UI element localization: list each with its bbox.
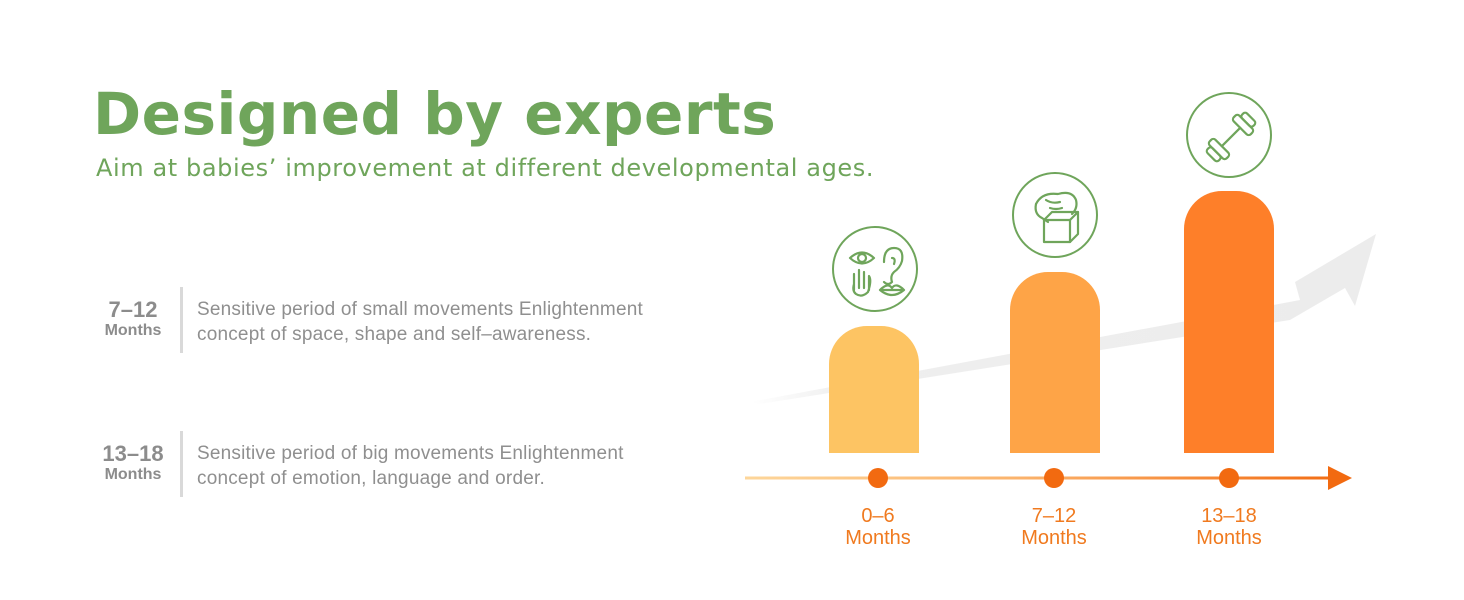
- stage-range: 13–18: [1201, 505, 1257, 527]
- period-description: Sensitive period of small movements Enli…: [197, 297, 757, 347]
- stage-label-13-18: 13–18 Months: [1169, 505, 1289, 549]
- period-description: Sensitive period of big movements Enligh…: [197, 441, 757, 491]
- period-divider: [180, 287, 183, 353]
- stage-unit: Months: [1021, 527, 1087, 549]
- dumbbell-icon: [1186, 92, 1272, 178]
- timeline-dot-0-6: [868, 468, 888, 488]
- period-age-unit: Months: [104, 322, 162, 339]
- period-description-line2: concept of space, shape and self–awarene…: [197, 324, 592, 345]
- axis-arrowhead: [1328, 466, 1352, 490]
- stage-unit: Months: [1196, 527, 1262, 549]
- period-age: 13–18 Months: [92, 443, 174, 483]
- timeline-dot-7-12: [1044, 468, 1064, 488]
- period-age: 7–12 Months: [92, 299, 174, 339]
- stage-label-0-6: 0–6 Months: [818, 505, 938, 549]
- stage-label-7-12: 7–12 Months: [994, 505, 1114, 549]
- bar-7-12-months: [1010, 272, 1100, 453]
- stage-unit: Months: [845, 527, 911, 549]
- period-description-line1: Sensitive period of big movements Enligh…: [197, 443, 624, 464]
- bar-13-18-months: [1184, 191, 1274, 453]
- senses-icon: [832, 226, 918, 312]
- stage-range: 7–12: [1031, 505, 1077, 527]
- period-description-line1: Sensitive period of small movements Enli…: [197, 299, 643, 320]
- bar-0-6-months: [829, 326, 919, 453]
- period-age-range: 13–18: [102, 441, 164, 466]
- timeline-dot-13-18: [1219, 468, 1239, 488]
- page-subtitle: Aim at babies’ improvement at different …: [96, 154, 875, 182]
- period-divider: [180, 431, 183, 497]
- period-age-range: 7–12: [108, 297, 158, 322]
- stage-range: 0–6: [861, 505, 895, 527]
- period-description-line2: concept of emotion, language and order.: [197, 468, 545, 489]
- hand-grasp-block-icon: [1012, 172, 1098, 258]
- page-title: Designed by experts: [93, 80, 777, 148]
- period-age-unit: Months: [104, 466, 162, 483]
